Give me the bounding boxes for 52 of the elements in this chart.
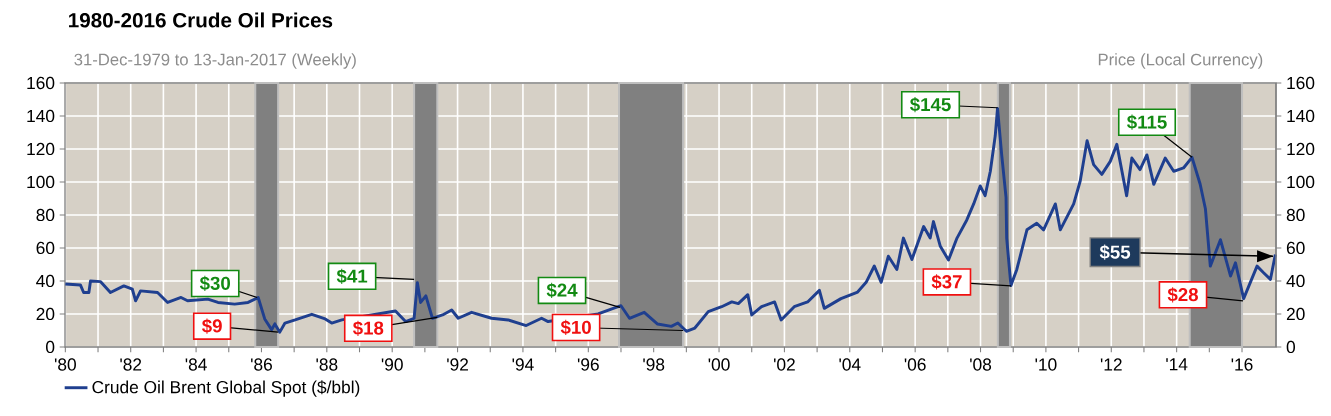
- annotation: $18: [352, 320, 384, 336]
- x-tick-label: '86: [251, 358, 272, 371]
- y-tick-label: 160: [27, 76, 55, 90]
- y2-axis-title: Price (Local Currency): [1098, 53, 1263, 69]
- y-tick-label: 140: [27, 109, 55, 123]
- x-tick-label: '06: [904, 358, 926, 371]
- chart-subtitle: 31-Dec-1979 to 13-Jan-2017 (Weekly): [74, 53, 356, 69]
- y-tick-label: 80: [36, 208, 55, 222]
- y2-tick-label: 40: [1286, 274, 1305, 288]
- x-tick-label: '94: [512, 358, 534, 371]
- y2-tick-label: 80: [1286, 208, 1305, 222]
- y2-tick-label: 160: [1287, 76, 1315, 90]
- legend-label: Crude Oil Brent Global Spot ($/bbl): [92, 380, 360, 397]
- y2-tick-label: 20: [1286, 307, 1305, 321]
- x-tick-label: '00: [708, 358, 730, 371]
- x-tick-label: '90: [381, 358, 403, 371]
- annotation: $24: [546, 282, 578, 298]
- x-tick-label: '92: [447, 358, 468, 371]
- y2-tick-label: 120: [1287, 142, 1315, 156]
- x-tick-label: '84: [185, 358, 207, 371]
- y-tick-label: 20: [36, 307, 55, 321]
- x-tick-label: '82: [120, 358, 142, 371]
- annotation: $9: [201, 318, 222, 334]
- annotation: $30: [199, 275, 231, 292]
- y-tick-label: 0: [46, 340, 55, 354]
- annotation: $145: [910, 97, 951, 113]
- annotation: $37: [931, 274, 962, 290]
- y2-tick-label: 60: [1286, 241, 1305, 255]
- y2-tick-label: 100: [1287, 175, 1315, 189]
- annotation: $41: [336, 268, 368, 284]
- x-tick-label: '96: [577, 358, 599, 371]
- chart-title: 1980-2016 Crude Oil Prices: [69, 12, 333, 28]
- x-tick-label: '80: [54, 358, 76, 371]
- x-tick-label: '16: [1231, 358, 1253, 371]
- x-tick-label: '14: [1166, 358, 1188, 371]
- annotation: $10: [560, 319, 591, 336]
- y-tick-label: 60: [36, 241, 55, 255]
- x-tick-label: '04: [839, 358, 861, 371]
- x-tick-label: '10: [1035, 358, 1057, 371]
- x-tick-label: '08: [970, 358, 992, 371]
- y2-tick-label: 140: [1287, 109, 1315, 123]
- annotation: $55: [1099, 244, 1131, 260]
- x-tick-label: '02: [774, 358, 795, 371]
- x-tick-label: '98: [643, 358, 665, 371]
- y2-tick-label: 0: [1286, 340, 1296, 354]
- x-tick-label: '88: [316, 358, 338, 371]
- y-tick-label: 40: [36, 274, 55, 288]
- y-tick-label: 120: [27, 142, 55, 156]
- x-tick-label: '12: [1100, 358, 1122, 371]
- annotation: $28: [1167, 287, 1198, 303]
- annotation: $115: [1127, 114, 1167, 130]
- y-tick-label: 100: [27, 175, 55, 189]
